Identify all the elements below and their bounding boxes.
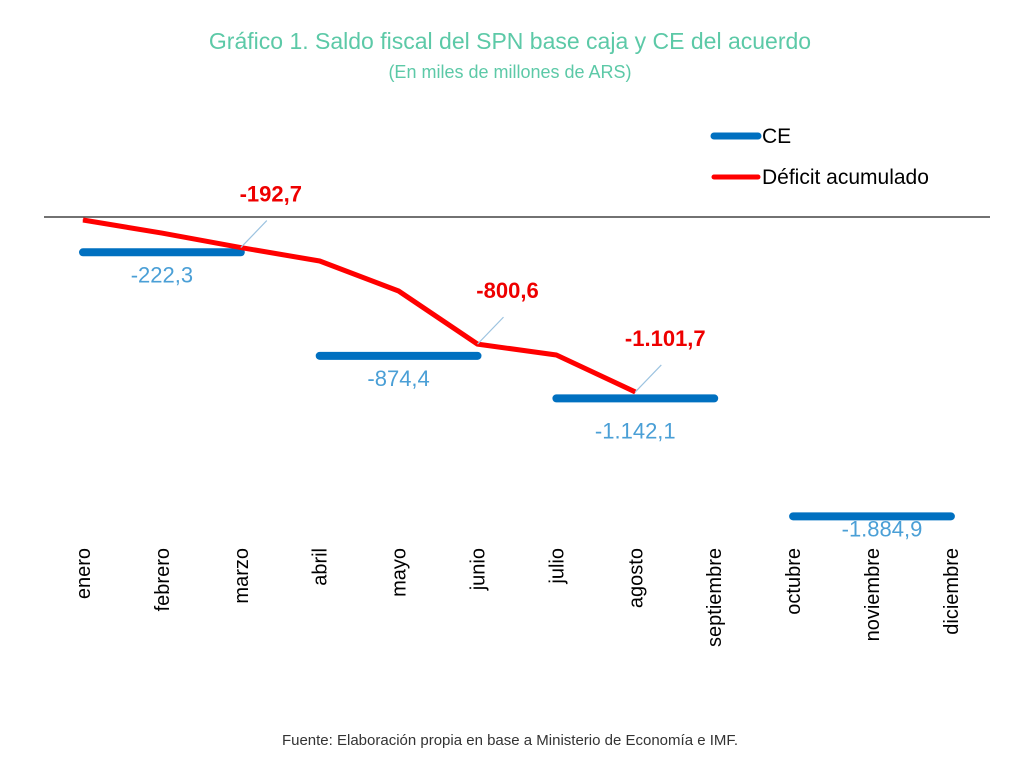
deficit-point (555, 354, 557, 356)
deficit-point (161, 232, 163, 234)
legend: CE Déficit acumulado (710, 125, 929, 189)
x-tick-label: octubre (783, 548, 805, 615)
legend-ce-label: CE (762, 125, 791, 148)
callout-leader (477, 316, 504, 345)
x-tick-label: septiembre (704, 548, 726, 647)
deficit-line (82, 217, 637, 395)
deficit-data-label: -800,6 (476, 278, 538, 303)
x-tick-label: julio (546, 548, 568, 585)
ce-data-label: -222,3 (131, 262, 193, 287)
x-tick-label: abril (310, 548, 332, 586)
x-tick-label: diciembre (941, 548, 963, 635)
ce-data-label: -874,4 (367, 366, 429, 391)
deficit-point (319, 260, 321, 262)
callout-leader (240, 220, 268, 249)
deficit-point (82, 219, 84, 221)
x-tick-label: junio (468, 548, 490, 591)
ce-data-label: -1.142,1 (595, 418, 676, 443)
legend-deficit-label: Déficit acumulado (762, 166, 929, 189)
deficit-data-label: -1.101,7 (625, 326, 706, 351)
x-tick-label: agosto (625, 548, 647, 608)
chart-subtitle: (En miles de millones de ARS) (388, 62, 631, 82)
x-tick-label: enero (73, 548, 95, 599)
x-tick-label: febrero (152, 548, 174, 611)
callout-leader (634, 364, 662, 393)
deficit-data-label: -192,7 (240, 182, 302, 207)
x-tick-label: noviembre (862, 548, 884, 641)
source-note: Fuente: Elaboración propia en base a Min… (282, 732, 738, 749)
deficit-point (398, 290, 400, 292)
ce-data-label: -1.884,9 (842, 516, 923, 541)
x-tick-label: mayo (389, 548, 411, 597)
x-tick-label: marzo (231, 548, 253, 604)
chart-title: Gráfico 1. Saldo fiscal del SPN base caj… (209, 28, 811, 54)
